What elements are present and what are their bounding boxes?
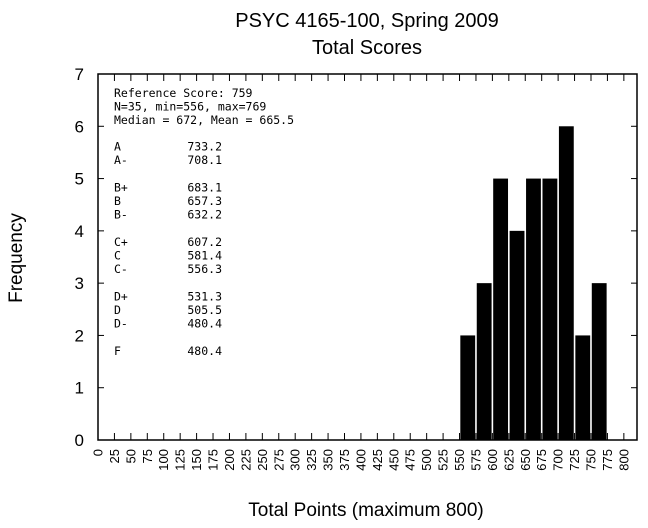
chart-title-line-2: Total Scores [312, 37, 422, 59]
grade-letter: D- [114, 317, 128, 331]
x-tick-label: 500 [419, 449, 434, 471]
grade-letter: C [114, 249, 121, 263]
histogram-bar [591, 283, 607, 440]
y-tick-label: 4 [75, 222, 84, 241]
grade-letter: C+ [114, 235, 128, 249]
grade-cutoff: 480.4 [187, 344, 222, 358]
bars-layer [460, 126, 607, 441]
x-tick-label: 75 [140, 449, 155, 463]
x-axis-label: Total Points (maximum 800) [248, 500, 483, 521]
histogram-bar [526, 178, 541, 441]
x-tick-label: 525 [436, 449, 451, 471]
x-tick-label: 550 [452, 449, 467, 471]
x-tick-label: 775 [600, 449, 615, 471]
grade-letter: B- [114, 208, 128, 222]
x-tick-label: 375 [337, 449, 352, 471]
x-tick-label: 750 [583, 449, 598, 471]
grade-letter: A [114, 140, 121, 154]
grade-cutoff: 708.1 [187, 153, 222, 167]
x-tick-label: 575 [468, 449, 483, 471]
grade-cutoff: 531.3 [187, 290, 222, 304]
grade-letter: B [114, 194, 121, 208]
grade-cutoff: 556.3 [187, 262, 222, 276]
grade-cutoff: 480.4 [187, 317, 222, 331]
summary-line: N=35, min=556, max=769 [114, 100, 266, 114]
x-tick-label: 675 [534, 449, 549, 471]
x-tick-label: 350 [321, 449, 336, 471]
plot-area-frame [97, 73, 638, 441]
x-tick-label: 275 [271, 449, 286, 471]
x-tick-label: 625 [501, 449, 516, 471]
grade-cutoff: 632.2 [187, 208, 222, 222]
y-tick-label: 3 [75, 274, 84, 293]
x-tick-label: 0 [91, 449, 106, 456]
grade-letter: B+ [114, 181, 128, 195]
x-tick-label: 50 [123, 449, 138, 463]
grade-cutoff: 505.5 [187, 303, 222, 317]
x-tick-label: 425 [370, 449, 385, 471]
x-tick-label: 475 [403, 449, 418, 471]
grade-cutoff: 683.1 [187, 181, 222, 195]
x-tick-label: 450 [386, 449, 401, 471]
y-axis-label: Frequency [6, 213, 27, 303]
y-tick-label: 0 [75, 431, 84, 450]
x-tick-label: 600 [485, 449, 500, 471]
grade-letter: D [114, 303, 121, 317]
grade-letter: F [114, 344, 121, 358]
histogram-bar [558, 126, 574, 441]
histogram-bar [509, 230, 525, 440]
x-tick-label: 650 [518, 449, 533, 471]
y-tick-label: 7 [75, 65, 84, 84]
y-tick-label: 6 [75, 117, 84, 136]
grade-cutoff: 607.2 [187, 235, 222, 249]
grade-cutoff: 733.2 [187, 140, 222, 154]
x-tick-label: 325 [304, 449, 319, 471]
grade-letter: D+ [114, 290, 128, 304]
x-tick-label: 700 [551, 449, 566, 471]
x-tick-label: 100 [156, 449, 171, 471]
grade-letter: C- [114, 262, 128, 276]
histogram-bar [575, 335, 591, 440]
chart-title-line-1: PSYC 4165-100, Spring 2009 [235, 10, 499, 32]
grade-cutoff: 657.3 [187, 194, 222, 208]
grade-cutoff: 581.4 [187, 249, 222, 263]
histogram-bar [476, 283, 492, 440]
summary-line: Reference Score: 759 [114, 86, 253, 100]
x-tick-label: 25 [107, 449, 122, 463]
x-tick-label: 150 [189, 449, 204, 471]
y-tick-label: 2 [75, 326, 84, 345]
x-tick-label: 800 [616, 449, 631, 471]
x-tick-label: 400 [353, 449, 368, 471]
histogram-bar [460, 335, 476, 440]
x-tick-label: 225 [238, 449, 253, 471]
y-tick-label: 5 [75, 170, 84, 189]
x-tick-label: 725 [567, 449, 582, 471]
x-tick-label: 125 [173, 449, 188, 471]
histogram-bar [493, 178, 509, 441]
y-tick-label: 1 [75, 379, 84, 398]
histogram-bar [542, 178, 558, 441]
grade-letter: A- [114, 153, 128, 167]
x-tick-label: 300 [288, 449, 303, 471]
summary-line: Median = 672, Mean = 665.5 [114, 113, 294, 127]
x-tick-label: 250 [255, 449, 270, 471]
x-tick-label: 175 [206, 449, 221, 471]
x-tick-label: 200 [222, 449, 237, 471]
